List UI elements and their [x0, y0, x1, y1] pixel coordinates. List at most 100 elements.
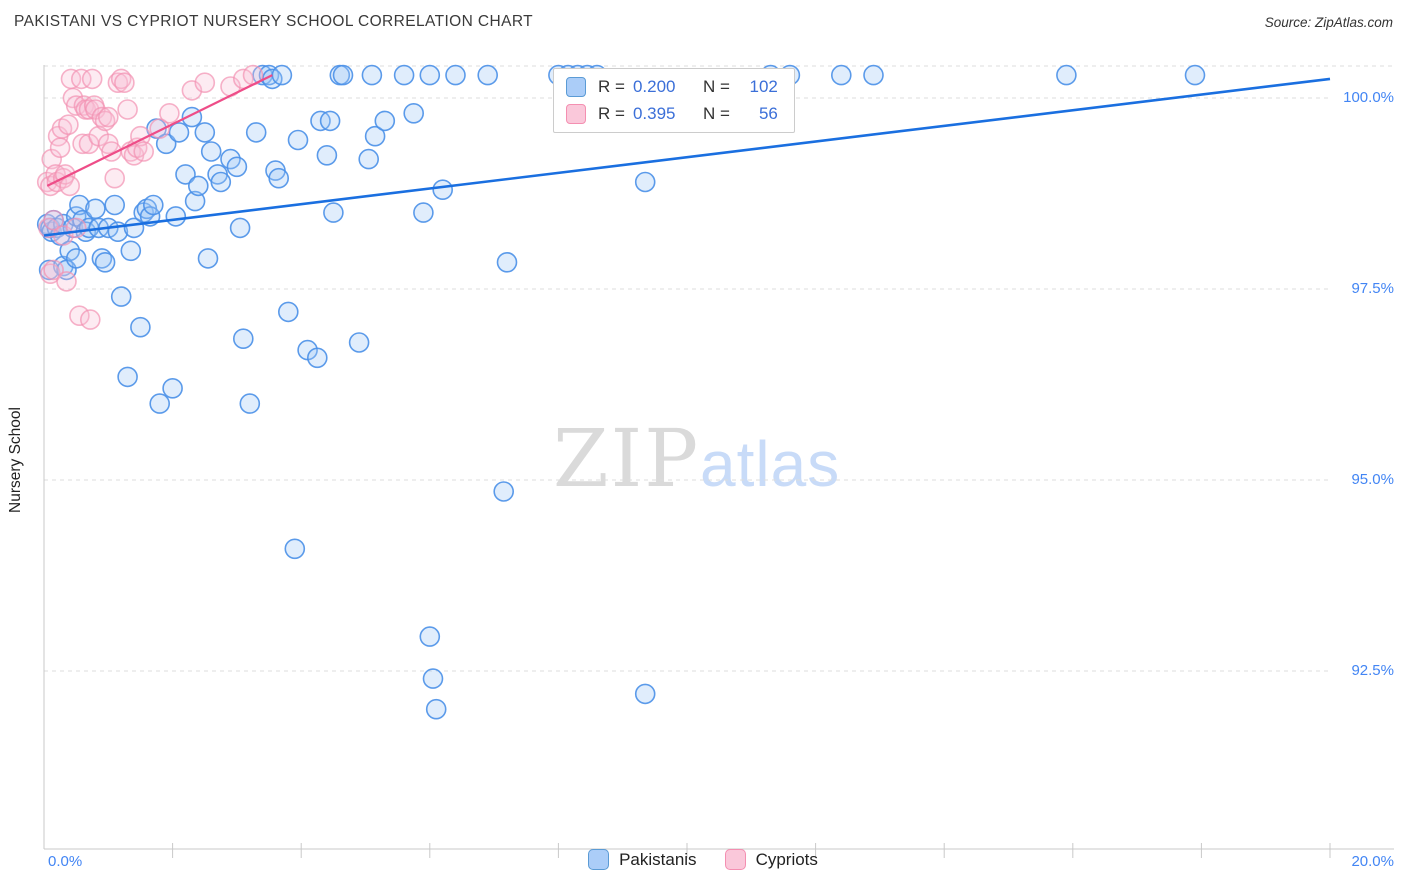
scatter-point-pakistanis: [197, 248, 219, 269]
y-axis-tick-label: 100.0%: [1343, 89, 1394, 106]
scatter-point-pakistanis: [432, 179, 454, 200]
scatter-point-pakistanis: [184, 190, 206, 212]
r-value-pakistanis: 0.200: [632, 77, 676, 96]
scatter-point-pakistanis: [358, 148, 380, 170]
scatter-point-cypriots: [43, 209, 64, 231]
y-axis-tick-label: 92.5%: [1351, 662, 1394, 679]
scatter-point-cypriots: [114, 72, 135, 93]
scatter-point-pakistanis: [210, 171, 232, 193]
scatter-point-cypriots: [65, 217, 87, 239]
scatter-point-pakistanis: [277, 301, 299, 323]
scatter-point-pakistanis: [149, 393, 170, 414]
scatter-point-pakistanis: [477, 64, 499, 86]
scatter-point-pakistanis: [165, 206, 187, 227]
scatter-point-cypriots: [59, 175, 80, 197]
scatter-point-pakistanis: [306, 347, 328, 369]
scatter-point-pakistanis: [94, 251, 116, 273]
scatter-point-pakistanis: [496, 251, 518, 273]
stats-legend-box: R = 0.200 N = 102 R = 0.395 N = 56: [553, 68, 795, 133]
scatter-point-cypriots: [81, 68, 103, 90]
scatter-point-cypriots: [107, 72, 129, 93]
scatter-point-pakistanis: [239, 393, 261, 414]
x-axis-max-label: 20.0%: [1351, 853, 1394, 870]
scatter-point-pakistanis: [110, 286, 132, 307]
scatter-point-pakistanis: [493, 481, 515, 502]
trend-line-cypriots: [46, 74, 273, 187]
page-title: PAKISTANI VS CYPRIOT NURSERY SCHOOL CORR…: [14, 13, 534, 30]
scatter-point-pakistanis: [188, 175, 209, 197]
legend-item-pakistanis: Pakistanis: [588, 849, 697, 870]
scatter-point-pakistanis: [104, 194, 125, 216]
scatter-point-pakistanis: [413, 202, 434, 223]
scatter-point-pakistanis: [155, 133, 177, 155]
scatter-point-pakistanis: [863, 64, 884, 86]
scatter-point-cypriots: [41, 148, 63, 170]
scatter-point-pakistanis: [361, 64, 383, 86]
scatter-point-pakistanis: [229, 217, 251, 239]
scatter-point-cypriots: [98, 106, 119, 128]
scatter-point-pakistanis: [271, 64, 293, 86]
scatter-point-cypriots: [133, 141, 154, 162]
scatter-point-cypriots: [159, 103, 180, 124]
scatter-point-pakistanis: [316, 145, 338, 166]
scatter-point-pakistanis: [168, 122, 190, 143]
scatter-point-pakistanis: [65, 206, 87, 227]
scatter-point-pakistanis: [364, 125, 386, 147]
scatter-point-pakistanis: [175, 164, 196, 185]
scatter-point-pakistanis: [194, 122, 216, 143]
scatter-point-cypriots: [91, 106, 113, 128]
n-label: N =: [702, 77, 730, 96]
series-legend: Pakistanis Cypriots: [0, 849, 1406, 870]
scatter-point-pakistanis: [200, 141, 222, 162]
y-axis-tick-label: 97.5%: [1351, 280, 1394, 297]
scatter-point-cypriots: [80, 309, 101, 330]
scatter-point-pakistanis: [226, 156, 248, 178]
y-axis-tick-label: 95.0%: [1351, 471, 1394, 488]
r-label: R =: [598, 104, 625, 123]
scatter-point-cypriots: [104, 167, 125, 189]
scatter-point-cypriots: [43, 259, 64, 281]
scatter-point-pakistanis: [634, 683, 656, 705]
n-value-cypriots: 56: [758, 104, 778, 123]
scatter-point-pakistanis: [85, 198, 106, 220]
scatter-point-pakistanis: [268, 167, 290, 189]
scatter-point-pakistanis: [374, 110, 396, 132]
pakistanis-swatch-icon: [566, 77, 586, 97]
scatter-point-pakistanis: [245, 122, 267, 143]
r-label: R =: [598, 77, 625, 96]
scatter-point-pakistanis: [332, 64, 354, 86]
legend-item-cypriots: Cypriots: [724, 849, 818, 870]
scatter-point-pakistanis: [319, 110, 341, 132]
r-value-cypriots: 0.395: [632, 104, 676, 123]
legend-label-pakistanis: Pakistanis: [619, 849, 697, 869]
n-label: N =: [702, 104, 730, 123]
scatter-point-pakistanis: [65, 248, 87, 269]
scatter-point-pakistanis: [393, 64, 415, 86]
scatter-point-pakistanis: [233, 328, 254, 350]
scatter-point-cypriots: [58, 114, 79, 135]
scatter-point-cypriots: [94, 110, 116, 132]
scatter-point-pakistanis: [348, 332, 370, 353]
stats-legend-row-cypriots: R = 0.395 N = 56: [566, 104, 778, 124]
scatter-point-cypriots: [181, 80, 203, 101]
scatter-point-pakistanis: [634, 171, 656, 193]
scatter-point-cypriots: [71, 68, 92, 90]
scatter-point-pakistanis: [117, 366, 138, 388]
scatter-point-pakistanis: [419, 64, 441, 86]
source-attribution: Source: ZipAtlas.com: [1264, 15, 1393, 30]
scatter-point-cypriots: [49, 137, 71, 158]
scatter-point-pakistanis: [120, 240, 142, 262]
scatter-point-pakistanis: [162, 377, 183, 399]
scatter-point-cypriots: [110, 68, 132, 90]
scatter-point-pakistanis: [830, 64, 852, 86]
scatter-point-pakistanis: [422, 668, 444, 689]
scatter-point-pakistanis: [323, 202, 344, 223]
scatter-point-cypriots: [117, 99, 138, 120]
legend-label-cypriots: Cypriots: [755, 849, 818, 869]
scatter-point-pakistanis: [130, 316, 151, 338]
scatter-point-pakistanis: [445, 64, 466, 86]
scatter-point-cypriots: [194, 72, 216, 93]
stats-legend-row-pakistanis: R = 0.200 N = 102: [566, 77, 778, 97]
